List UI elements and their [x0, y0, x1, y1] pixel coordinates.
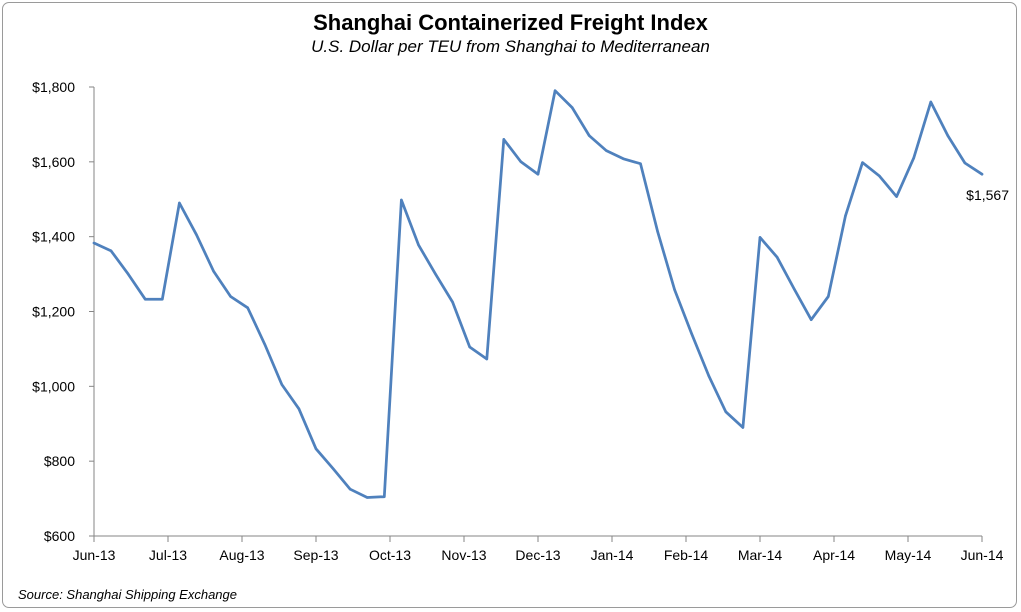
data-point [741, 426, 745, 429]
data-point [570, 106, 574, 109]
data-point [366, 496, 369, 499]
data-point [844, 214, 847, 218]
data-point [212, 269, 215, 273]
data-point [92, 241, 96, 245]
data-point [946, 134, 950, 137]
data-point [280, 383, 284, 386]
data-point [895, 195, 898, 198]
x-tick-label: Feb-14 [664, 547, 709, 563]
data-point [707, 374, 710, 378]
data-point [144, 297, 147, 301]
x-tick-label: Dec-13 [515, 547, 560, 563]
y-tick-label: $1,200 [32, 304, 75, 320]
data-point [331, 467, 335, 470]
y-tick-label: $1,000 [32, 378, 75, 394]
data-point [536, 172, 540, 176]
data-point [878, 174, 881, 178]
data-point [229, 295, 232, 298]
data-point [588, 134, 591, 137]
x-tick-label: Apr-14 [813, 547, 855, 563]
y-tick-label: $600 [44, 528, 75, 544]
data-point [263, 343, 266, 346]
data-point [724, 410, 728, 413]
y-tick-label: $1,600 [32, 154, 75, 170]
data-point [314, 447, 318, 451]
data-point [622, 157, 625, 161]
data-point [758, 236, 762, 239]
data-point [553, 89, 557, 92]
y-tick-label: $800 [44, 453, 75, 469]
x-tick-label: Jan-14 [591, 547, 634, 563]
x-tick-label: May-14 [885, 547, 932, 563]
data-point [912, 156, 915, 160]
data-point [109, 249, 113, 253]
data-point [485, 357, 488, 361]
data-point [605, 149, 608, 152]
data-point [161, 297, 164, 301]
data-point [195, 233, 198, 236]
data-point [400, 198, 403, 202]
data-point [417, 243, 420, 247]
x-tick-label: Jun-14 [961, 547, 1004, 563]
x-tick-label: Mar-14 [738, 547, 783, 563]
x-tick-label: Oct-13 [369, 547, 411, 563]
data-point [126, 272, 130, 276]
chart-subtitle: U.S. Dollar per TEU from Shanghai to Med… [311, 37, 710, 56]
x-tick-label: Sep-13 [293, 547, 338, 563]
data-point [451, 300, 454, 304]
data-point [656, 229, 659, 233]
data-point [673, 288, 676, 291]
y-tick-label: $1,400 [32, 229, 75, 245]
x-tick-label: Nov-13 [441, 547, 486, 563]
data-point [348, 488, 352, 491]
data-point [963, 161, 967, 165]
source-note: Source: Shanghai Shipping Exchange [18, 587, 237, 602]
data-point [468, 345, 471, 349]
data-point [178, 201, 181, 205]
data-point [690, 332, 693, 336]
end-value-label: $1,567 [966, 187, 1009, 203]
data-point [980, 172, 984, 176]
data-point [810, 318, 813, 321]
data-point [792, 287, 796, 291]
data-point [861, 161, 864, 164]
data-point [297, 407, 301, 410]
data-point [827, 295, 830, 298]
y-tick-label: $1,800 [32, 79, 75, 95]
data-point [775, 256, 779, 259]
data-point [519, 160, 523, 164]
chart-title: Shanghai Containerized Freight Index [313, 10, 708, 35]
data-point [929, 100, 932, 104]
x-tick-label: Jul-13 [149, 547, 187, 563]
data-point [639, 162, 642, 165]
x-tick-label: Aug-13 [219, 547, 264, 563]
data-point [246, 306, 249, 309]
x-tick-label: Jun-13 [73, 547, 116, 563]
data-point [383, 495, 386, 498]
series-line [92, 89, 984, 499]
data-point [434, 272, 437, 276]
data-point [502, 138, 506, 141]
